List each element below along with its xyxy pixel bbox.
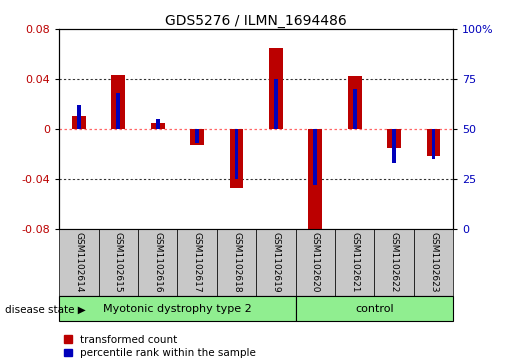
Bar [111,75,125,129]
Bar [230,129,244,188]
FancyBboxPatch shape [59,296,296,321]
Bar [99,229,138,296]
Bar [313,129,317,185]
Bar [414,229,453,296]
Text: disease state ▶: disease state ▶ [5,304,86,314]
Text: GSM1102621: GSM1102621 [350,232,359,293]
Bar [353,89,357,129]
Title: GDS5276 / ILMN_1694486: GDS5276 / ILMN_1694486 [165,14,347,28]
Text: GSM1102623: GSM1102623 [429,232,438,293]
Bar [256,229,296,296]
Bar [138,229,177,296]
Bar [59,229,99,296]
Text: GSM1102614: GSM1102614 [75,232,83,293]
Bar [217,229,256,296]
FancyBboxPatch shape [296,296,453,321]
Bar [151,123,165,129]
Bar [195,129,199,143]
Bar [387,129,401,148]
Bar [72,117,86,129]
Bar [348,77,362,129]
Bar [177,229,217,296]
Bar [374,229,414,296]
Bar [335,229,374,296]
Bar [432,129,436,159]
Text: control: control [355,303,394,314]
Text: Myotonic dystrophy type 2: Myotonic dystrophy type 2 [103,303,252,314]
Bar [234,129,238,179]
Text: GSM1102622: GSM1102622 [390,232,399,293]
Bar [296,229,335,296]
Bar [269,48,283,129]
Bar [156,119,160,129]
Text: GSM1102618: GSM1102618 [232,232,241,293]
Text: GSM1102616: GSM1102616 [153,232,162,293]
Bar [116,93,121,129]
Bar [190,129,204,145]
Text: GSM1102615: GSM1102615 [114,232,123,293]
Text: GSM1102620: GSM1102620 [311,232,320,293]
Bar [274,79,278,129]
Bar [308,129,322,237]
Text: GSM1102619: GSM1102619 [271,232,280,293]
Bar [77,105,81,129]
Text: GSM1102617: GSM1102617 [193,232,201,293]
Bar [392,129,396,163]
Bar [426,129,440,156]
Legend: transformed count, percentile rank within the sample: transformed count, percentile rank withi… [64,335,256,358]
